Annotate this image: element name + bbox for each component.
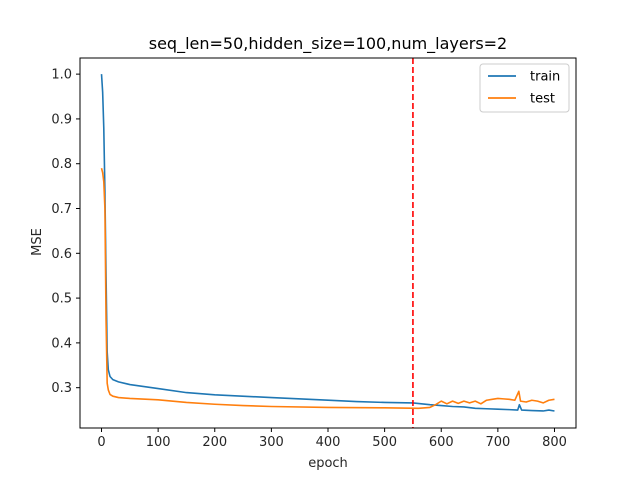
chart-title: seq_len=50,hidden_size=100,num_layers=2 xyxy=(149,34,507,54)
series-line-test xyxy=(100,167,555,410)
y-tick-label: 0.4 xyxy=(51,336,72,351)
x-tick-label: 200 xyxy=(202,435,227,450)
x-axis-label: epoch xyxy=(308,456,348,471)
y-tick-label: 0.6 xyxy=(51,247,72,262)
x-tick-label: 800 xyxy=(542,435,567,450)
series-line-train xyxy=(100,74,555,412)
x-tick-label: 600 xyxy=(429,435,454,450)
y-tick-label: 0.8 xyxy=(51,157,72,172)
legend: train test xyxy=(479,63,570,113)
x-tick-label: 700 xyxy=(485,435,510,450)
x-tick-label: 0 xyxy=(97,435,105,450)
legend-label-train: train xyxy=(530,70,560,85)
x-tick-label: 500 xyxy=(372,435,397,450)
plot-area xyxy=(100,58,555,428)
x-axis: 0 100 200 300 400 500 600 700 800 xyxy=(97,428,567,450)
y-tick-label: 0.5 xyxy=(51,292,72,307)
x-tick-label: 300 xyxy=(259,435,284,450)
y-tick-label: 0.7 xyxy=(51,202,72,217)
legend-label-test: test xyxy=(530,92,555,107)
plot-frame xyxy=(79,57,577,429)
y-axis-label: MSE xyxy=(30,228,45,256)
x-tick-label: 100 xyxy=(146,435,171,450)
y-tick-label: 0.3 xyxy=(51,381,72,396)
x-tick-label: 400 xyxy=(316,435,341,450)
y-axis: 0.3 0.4 0.5 0.6 0.7 0.8 0.9 1.0 xyxy=(51,68,80,396)
y-tick-label: 0.9 xyxy=(51,112,72,127)
y-tick-label: 1.0 xyxy=(51,68,72,83)
